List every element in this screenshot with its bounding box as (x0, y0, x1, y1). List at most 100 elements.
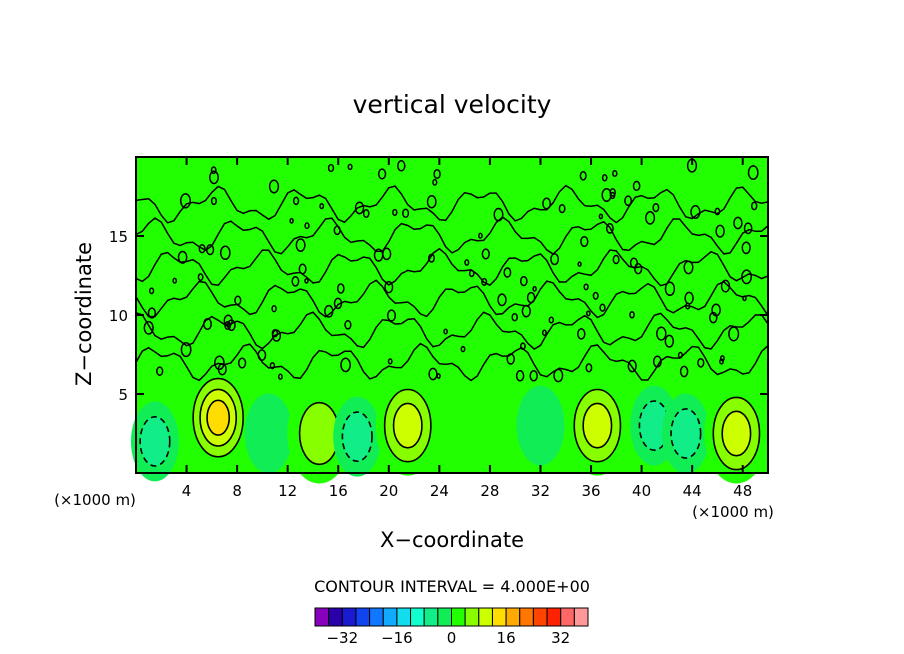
contour-interval-label: CONTOUR INTERVAL = 4.000E+00 (314, 577, 590, 596)
zero-contour (481, 277, 488, 286)
zero-contour (585, 363, 593, 373)
zero-contour (750, 201, 758, 211)
x-tick-label: 28 (480, 482, 499, 500)
zero-contour (747, 165, 759, 181)
zero-contour (605, 223, 614, 234)
contour-level (670, 408, 702, 459)
contour-level (392, 402, 423, 449)
colorbar-swatch (437, 607, 453, 627)
updraft-cell (704, 383, 769, 484)
x-tick-label: 16 (329, 482, 348, 500)
zero-contour (277, 373, 283, 380)
zero-contour (209, 170, 219, 185)
colorbar-swatch (369, 607, 384, 627)
colorbar-swatch (451, 607, 466, 627)
zero-contour (386, 309, 397, 322)
zero-contour (612, 254, 620, 265)
zero-contour (382, 247, 392, 261)
colorbar-tick-label: 0 (447, 629, 457, 647)
contour-level (582, 402, 613, 449)
zero-contour (304, 222, 310, 230)
zero-contour (719, 358, 724, 365)
zero-contour (592, 291, 599, 300)
zero-contour (741, 241, 751, 255)
x-tick-label: 36 (581, 482, 600, 500)
updraft-cell (375, 375, 440, 476)
zero-contour (558, 203, 566, 214)
zero-contour (577, 328, 586, 340)
zero-contour-line (135, 342, 769, 382)
zero-contour (652, 202, 660, 213)
x-unit-right: (×1000 m) (692, 503, 774, 521)
zero-contour (227, 319, 236, 332)
downdraft-cell (333, 396, 382, 477)
zero-contour (268, 179, 280, 194)
colorbar-swatch (560, 607, 575, 627)
zero-contour (291, 275, 300, 287)
zero-contour (697, 357, 705, 368)
zero-contour (511, 312, 518, 322)
x-tick-label: 40 (632, 482, 651, 500)
zero-contour (336, 283, 345, 294)
zero-contour (377, 168, 387, 180)
zero-contour (210, 166, 217, 175)
zero-contour (478, 232, 483, 239)
zero-contour (609, 188, 616, 197)
x-tick-label: 48 (733, 482, 752, 500)
zero-contour (362, 208, 370, 219)
colorbar-swatch (573, 607, 589, 627)
zero-contour (550, 253, 560, 266)
colorbar-swatch (423, 607, 439, 627)
zero-contour (464, 259, 470, 266)
contour-level (516, 385, 565, 466)
zero-contour (577, 261, 582, 267)
colorbar-swatch (546, 607, 562, 627)
zero-contour (529, 370, 538, 382)
colorbar-tick-label: −32 (326, 629, 358, 647)
zero-contour (179, 193, 192, 209)
zero-contour (542, 197, 552, 210)
zero-contour (219, 245, 231, 261)
updraft-cell (565, 375, 630, 476)
zero-contour (172, 277, 178, 284)
zero-contour (645, 211, 656, 225)
colorbar-swatch (464, 607, 480, 627)
zero-contour (664, 334, 675, 348)
contour-level (206, 399, 231, 436)
zero-contour (481, 248, 490, 260)
zero-contour (609, 191, 616, 200)
zero-contour (344, 319, 352, 330)
zero-contour (384, 280, 394, 294)
zero-contour (532, 285, 537, 292)
zero-contour (541, 329, 547, 336)
x-tick-label: 12 (278, 482, 297, 500)
zero-contour (237, 357, 247, 369)
zero-contour (629, 311, 635, 319)
colorbar: −32 −16 0 16 32 (314, 607, 589, 647)
zero-contour-line (135, 247, 769, 287)
colorbar-swatch (491, 607, 507, 627)
downdraft-cell (130, 401, 179, 482)
zero-contour (224, 320, 232, 331)
zero-contour (443, 328, 448, 335)
zero-contour (319, 202, 325, 210)
zero-contour (656, 326, 667, 341)
zero-contour (292, 196, 300, 206)
zero-contour (627, 359, 637, 373)
zero-contour (679, 365, 689, 378)
contour-level (721, 410, 752, 457)
zero-contour (340, 357, 351, 373)
y-tick-label: 10 (109, 307, 128, 325)
downdraft-cell (244, 393, 293, 474)
zero-contour (519, 275, 528, 287)
zero-contour (354, 201, 365, 215)
zero-contour (433, 168, 441, 180)
zero-contour (426, 194, 437, 209)
zero-contour (503, 267, 512, 278)
x-tick-label: 8 (232, 482, 242, 500)
zero-contour (143, 320, 154, 335)
downdraft-cell (516, 385, 565, 466)
zero-contour (402, 208, 410, 219)
downdraft-cell (661, 393, 710, 474)
